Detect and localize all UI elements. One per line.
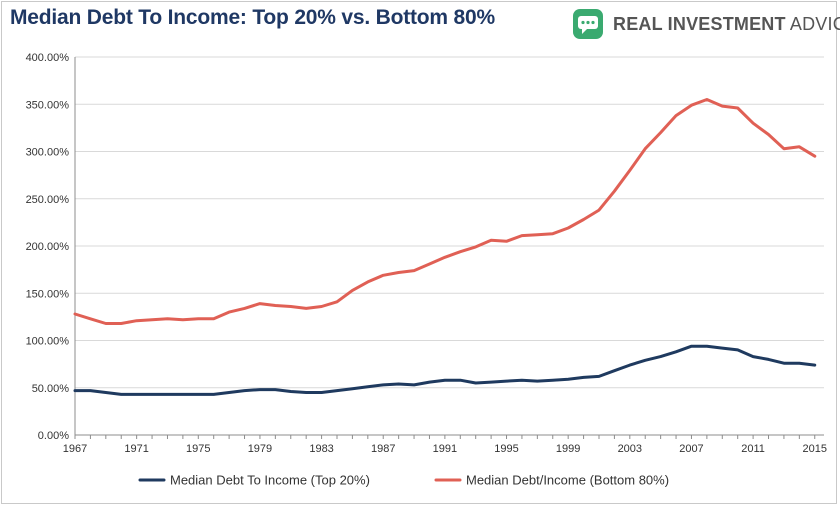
- axes: [74, 57, 824, 436]
- y-tick-label: 250.00%: [26, 194, 70, 206]
- series-line-bottom-80: [73, 98, 817, 325]
- legend-label: Median Debt To Income (Top 20%): [170, 473, 370, 488]
- series-line-top-20: [73, 344, 817, 396]
- x-tick-label: 1995: [494, 443, 518, 455]
- x-tick-label: 2003: [618, 443, 642, 455]
- legend: Median Debt To Income (Top 20%) Median De…: [138, 473, 669, 488]
- y-tick-label: 0.00%: [38, 430, 69, 442]
- y-axis-ticks: 0.00% 50.00% 100.00% 150.00% 200.00% 250.00% 3…: [26, 52, 70, 442]
- y-tick-label: 350.00%: [26, 99, 70, 111]
- x-tick-label: 2007: [679, 443, 703, 455]
- series-lines: [73, 98, 817, 396]
- chat-bubble-icon: [573, 9, 603, 39]
- y-tick-label: 400.00%: [26, 52, 70, 64]
- x-tick-label: 1975: [186, 443, 210, 455]
- chart-title: Median Debt To Income: Top 20% vs. Botto…: [10, 6, 495, 29]
- x-axis-ticks: 1967 1971 1975 1979 1983 1987 1991 1995 1999 2003…: [63, 435, 827, 455]
- x-tick-label: 1979: [248, 443, 272, 455]
- y-tick-label: 200.00%: [26, 241, 70, 253]
- x-tick-label: 1971: [124, 443, 148, 455]
- y-tick-label: 150.00%: [26, 288, 70, 300]
- brand-name-bold: REAL INVESTMENT: [613, 13, 786, 34]
- x-tick-label: 1967: [63, 443, 87, 455]
- x-tick-label: 1999: [556, 443, 580, 455]
- x-tick-label: 1991: [433, 443, 457, 455]
- brand-name: REAL INVESTMENT ADVICE: [613, 14, 840, 35]
- x-tick-label: 2011: [741, 443, 765, 455]
- x-tick-label: 2015: [803, 443, 827, 455]
- y-tick-label: 300.00%: [26, 147, 70, 159]
- brand-logo-group: REAL INVESTMENT ADVICE: [571, 6, 840, 42]
- x-tick-label: 1987: [371, 443, 395, 455]
- y-tick-label: 100.00%: [26, 336, 70, 348]
- legend-label: Median Debt/Income (Bottom 80%): [466, 473, 669, 488]
- x-tick-label: 1983: [309, 443, 333, 455]
- gridlines: [75, 56, 824, 389]
- y-tick-label: 50.00%: [32, 383, 70, 395]
- brand-name-rest: ADVICE: [789, 13, 840, 34]
